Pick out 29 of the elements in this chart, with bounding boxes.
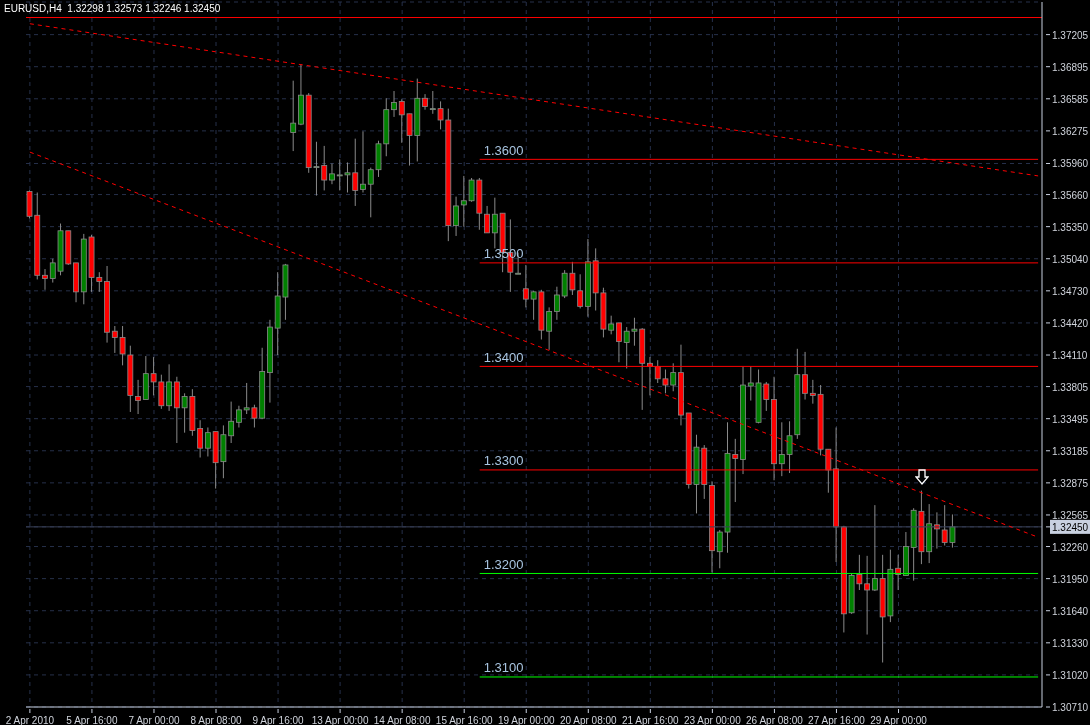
y-tick-label: 1.32450 [1052, 521, 1089, 533]
y-tick-label: 1.36275 [1052, 125, 1089, 137]
y-tick-label: 1.31950 [1052, 573, 1089, 585]
y-tick-label: 1.31330 [1052, 637, 1089, 649]
ref-line-label: 1.3400 [483, 349, 524, 365]
y-tick-label: 1.31640 [1052, 605, 1089, 617]
chart-title: EURUSD,H4 1.32298 1.32573 1.32246 1.32450 [4, 3, 221, 14]
y-tick-label: 1.32260 [1052, 541, 1089, 553]
y-tick-label: 1.33805 [1052, 381, 1089, 393]
y-tick-label: 1.33495 [1052, 413, 1089, 425]
ref-line-label: 1.3600 [483, 142, 524, 158]
y-tick-label: 1.35350 [1052, 221, 1089, 233]
y-tick-label: 1.34420 [1052, 317, 1089, 329]
ref-line-label: 1.3200 [483, 556, 524, 572]
y-tick-label: 1.31020 [1052, 669, 1089, 681]
y-tick-label: 1.34730 [1052, 285, 1089, 297]
y-tick-label: 1.30710 [1052, 702, 1089, 713]
ref-line-label: 1.3100 [483, 660, 524, 676]
y-tick-label: 1.36895 [1052, 61, 1089, 73]
y-tick-label: 1.32875 [1052, 477, 1089, 489]
y-tick-label: 1.33185 [1052, 445, 1089, 457]
y-tick-label: 1.37205 [1052, 29, 1089, 41]
y-tick-label: 1.35660 [1052, 189, 1089, 201]
y-tick-label: 1.36585 [1052, 93, 1089, 105]
ref-line-label: 1.3300 [483, 453, 524, 469]
y-tick-label: 1.34110 [1052, 350, 1088, 362]
y-tick-label: 1.32565 [1052, 509, 1089, 521]
y-tick-label: 1.35960 [1052, 158, 1089, 170]
y-tick-label: 1.35040 [1052, 253, 1089, 265]
